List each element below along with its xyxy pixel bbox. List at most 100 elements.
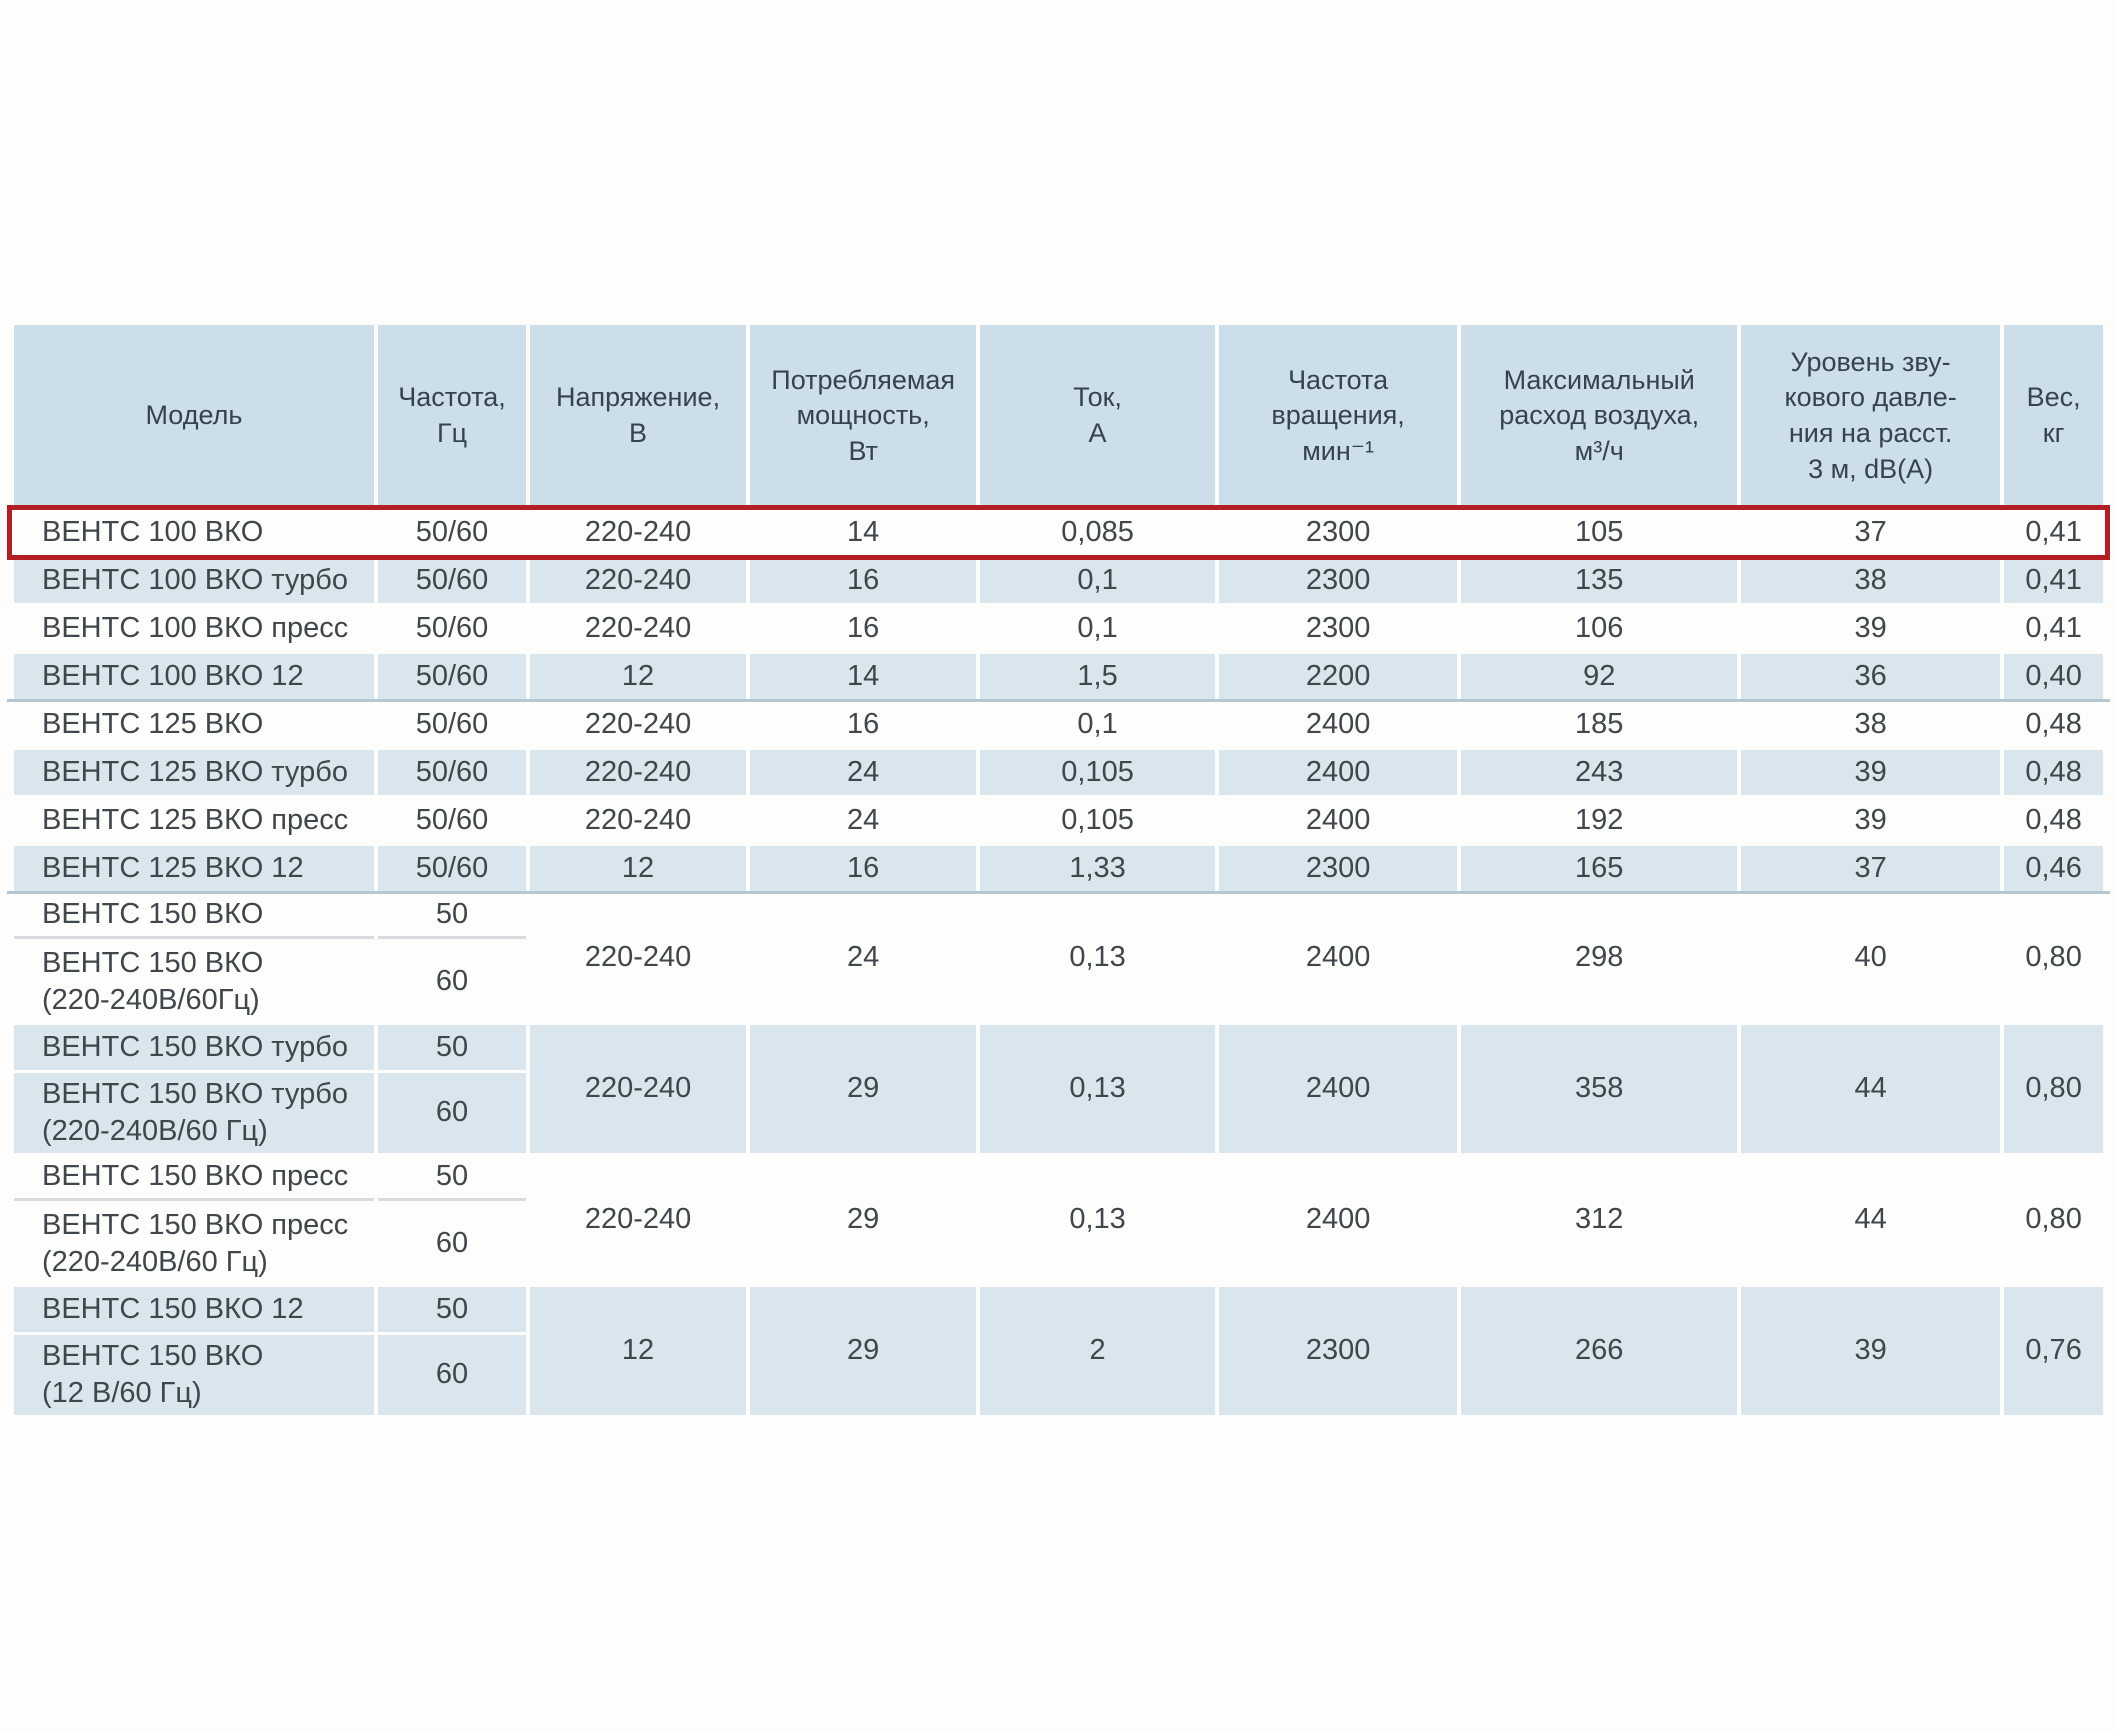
frequency-cell: 50/60 bbox=[377, 702, 527, 747]
table-row: ВЕНТС 125 ВКО пресс 50/60 220-240 24 0,105 24… bbox=[14, 798, 2103, 843]
frequency-cell: 60 bbox=[377, 1204, 527, 1284]
frequency-cell: 60 bbox=[377, 1073, 527, 1153]
column-header-power: Потребляемая мощность, Вт bbox=[750, 325, 977, 507]
frequency-cell: 50 bbox=[377, 1287, 527, 1332]
power-cell: 29 bbox=[750, 1156, 977, 1284]
fan-specs-table-area: Модель Частота, Гц Напряжение, В Потребляем… bbox=[7, 322, 2110, 1418]
model-cell: ВЕНТС 150 ВКО (12 В/60 Гц) bbox=[14, 1335, 374, 1415]
weight-cell: 0,48 bbox=[2004, 750, 2103, 795]
voltage-cell: 220-240 bbox=[530, 510, 747, 555]
current-cell: 0,13 bbox=[980, 1156, 1215, 1284]
noise-cell: 37 bbox=[1741, 510, 2001, 555]
airflow-cell: 185 bbox=[1461, 702, 1738, 747]
weight-cell: 0,48 bbox=[2004, 798, 2103, 843]
frequency-cell: 50/60 bbox=[377, 798, 527, 843]
airflow-cell: 266 bbox=[1461, 1287, 1738, 1415]
frequency-cell: 60 bbox=[377, 1335, 527, 1415]
table-row: ВЕНТС 125 ВКО турбо 50/60 220-240 24 0,105 24… bbox=[14, 750, 2103, 795]
power-cell: 29 bbox=[750, 1287, 977, 1415]
frequency-cell: 50 bbox=[377, 1156, 527, 1201]
table-row-group-first: ВЕНТС 150 ВКО 50 220-240 24 0,13 2400 298 40 0,8… bbox=[14, 894, 2103, 1022]
weight-cell: 0,80 bbox=[2004, 894, 2103, 1022]
model-cell: ВЕНТС 150 ВКО турбо (220-240В/60 Гц) bbox=[14, 1073, 374, 1153]
model-cell: ВЕНТС 150 ВКО турбо bbox=[14, 1025, 374, 1070]
table-row: ВЕНТС 100 ВКО турбо 50/60 220-240 16 0,1 2300… bbox=[14, 558, 2103, 603]
table-row: ВЕНТС 100 ВКО 12 50/60 12 14 1,5 2200 92 36 0,40 bbox=[14, 654, 2103, 699]
power-cell: 24 bbox=[750, 894, 977, 1022]
noise-cell: 40 bbox=[1741, 894, 2001, 1022]
airflow-cell: 105 bbox=[1461, 510, 1738, 555]
power-cell: 14 bbox=[750, 510, 977, 555]
noise-cell: 44 bbox=[1741, 1156, 2001, 1284]
frequency-cell: 50/60 bbox=[377, 654, 527, 699]
noise-cell: 44 bbox=[1741, 1025, 2001, 1153]
frequency-cell: 50 bbox=[377, 894, 527, 939]
table-row-group-first: ВЕНТС 150 ВКО пресс 50 220-240 29 0,13 2400 31… bbox=[14, 1156, 2103, 1284]
current-cell: 0,13 bbox=[980, 894, 1215, 1022]
current-cell: 0,105 bbox=[980, 798, 1215, 843]
frequency-cell: 50/60 bbox=[377, 510, 527, 555]
current-cell: 1,5 bbox=[980, 654, 1215, 699]
voltage-cell: 12 bbox=[530, 1287, 747, 1415]
voltage-cell: 220-240 bbox=[530, 894, 747, 1022]
airflow-cell: 165 bbox=[1461, 846, 1738, 891]
power-cell: 16 bbox=[750, 702, 977, 747]
noise-cell: 38 bbox=[1741, 702, 2001, 747]
power-cell: 16 bbox=[750, 846, 977, 891]
noise-cell: 39 bbox=[1741, 606, 2001, 651]
model-cell: ВЕНТС 125 ВКО пресс bbox=[14, 798, 374, 843]
noise-cell: 38 bbox=[1741, 558, 2001, 603]
table-row: ВЕНТС 125 ВКО 50/60 220-240 16 0,1 2400 185 38 0… bbox=[14, 702, 2103, 747]
frequency-cell: 50 bbox=[377, 1025, 527, 1070]
current-cell: 0,1 bbox=[980, 702, 1215, 747]
speed-cell: 2400 bbox=[1218, 798, 1458, 843]
model-cell: ВЕНТС 150 ВКО (220-240В/60Гц) bbox=[14, 942, 374, 1022]
column-header-weight: Вес, кг bbox=[2004, 325, 2103, 507]
weight-cell: 0,76 bbox=[2004, 1287, 2103, 1415]
frequency-cell: 50/60 bbox=[377, 558, 527, 603]
weight-cell: 0,80 bbox=[2004, 1156, 2103, 1284]
noise-cell: 39 bbox=[1741, 798, 2001, 843]
model-cell: ВЕНТС 125 ВКО bbox=[14, 702, 374, 747]
voltage-cell: 12 bbox=[530, 846, 747, 891]
header-row: Модель Частота, Гц Напряжение, В Потребляем… bbox=[14, 325, 2103, 507]
column-header-speed: Частота вращения, мин⁻¹ bbox=[1218, 325, 1458, 507]
weight-cell: 0,48 bbox=[2004, 702, 2103, 747]
frequency-cell: 60 bbox=[377, 942, 527, 1022]
specs-table: Модель Частота, Гц Напряжение, В Потребляем… bbox=[10, 322, 2107, 1418]
voltage-cell: 220-240 bbox=[530, 1156, 747, 1284]
frequency-cell: 50/60 bbox=[377, 606, 527, 651]
voltage-cell: 12 bbox=[530, 654, 747, 699]
power-cell: 29 bbox=[750, 1025, 977, 1153]
noise-cell: 37 bbox=[1741, 846, 2001, 891]
model-cell: ВЕНТС 100 ВКО 12 bbox=[14, 654, 374, 699]
model-cell: ВЕНТС 125 ВКО 12 bbox=[14, 846, 374, 891]
table-row-group-second: ВЕНТС 150 ВКО пресс (220-240В/60 Гц) 60 bbox=[14, 1204, 2103, 1284]
voltage-cell: 220-240 bbox=[530, 558, 747, 603]
model-cell: ВЕНТС 125 ВКО турбо bbox=[14, 750, 374, 795]
model-cell: ВЕНТС 150 ВКО 12 bbox=[14, 1287, 374, 1332]
model-cell: ВЕНТС 150 ВКО пресс (220-240В/60 Гц) bbox=[14, 1204, 374, 1284]
column-header-voltage: Напряжение, В bbox=[530, 325, 747, 507]
frequency-cell: 50/60 bbox=[377, 846, 527, 891]
voltage-cell: 220-240 bbox=[530, 750, 747, 795]
table-header: Модель Частота, Гц Напряжение, В Потребляем… bbox=[14, 325, 2103, 507]
airflow-cell: 192 bbox=[1461, 798, 1738, 843]
noise-cell: 39 bbox=[1741, 750, 2001, 795]
airflow-cell: 106 bbox=[1461, 606, 1738, 651]
airflow-cell: 135 bbox=[1461, 558, 1738, 603]
current-cell: 0,13 bbox=[980, 1025, 1215, 1153]
weight-cell: 0,41 bbox=[2004, 510, 2103, 555]
table-row: ВЕНТС 100 ВКО 50/60 220-240 14 0,085 2300 105 3… bbox=[14, 510, 2103, 555]
speed-cell: 2200 bbox=[1218, 654, 1458, 699]
speed-cell: 2400 bbox=[1218, 1156, 1458, 1284]
speed-cell: 2400 bbox=[1218, 1025, 1458, 1153]
current-cell: 0,085 bbox=[980, 510, 1215, 555]
weight-cell: 0,40 bbox=[2004, 654, 2103, 699]
airflow-cell: 358 bbox=[1461, 1025, 1738, 1153]
column-header-noise: Уровень зву- кового давле- ния на расст.… bbox=[1741, 325, 2001, 507]
table-row-group-second: ВЕНТС 150 ВКО турбо (220-240В/60 Гц) 60 bbox=[14, 1073, 2103, 1153]
speed-cell: 2300 bbox=[1218, 1287, 1458, 1415]
model-cell: ВЕНТС 150 ВКО bbox=[14, 894, 374, 939]
airflow-cell: 298 bbox=[1461, 894, 1738, 1022]
